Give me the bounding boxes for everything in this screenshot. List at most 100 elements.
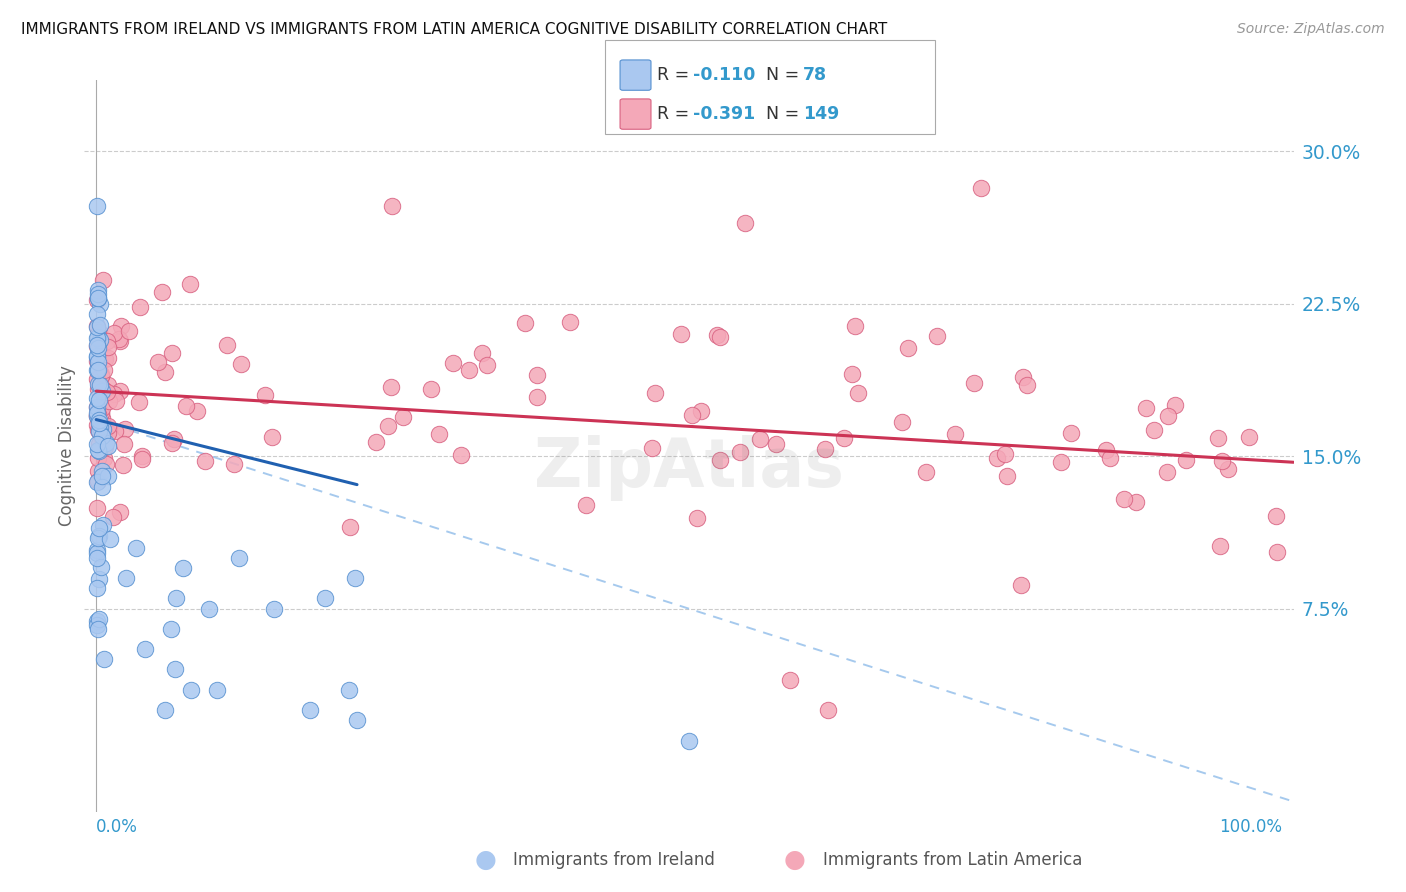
Point (749, 432, 772, 446)
Point (134, 642, 156, 657)
Point (1163, 398, 1185, 412)
Point (841, 367, 863, 381)
Point (1098, 450, 1121, 465)
Point (1175, 452, 1198, 467)
Text: ●: ● (474, 848, 496, 871)
Point (89, 318, 111, 332)
Point (1017, 378, 1039, 392)
Point (558, 315, 581, 329)
Point (108, 384, 131, 398)
Point (87, 444, 110, 458)
Point (128, 395, 150, 409)
Point (441, 356, 464, 370)
Point (86, 442, 108, 457)
Point (427, 427, 450, 442)
Point (1135, 401, 1157, 416)
Point (97, 351, 120, 365)
Point (943, 426, 966, 441)
Point (89, 297, 111, 311)
Point (87, 393, 110, 408)
Point (89, 521, 111, 535)
Point (87, 330, 110, 344)
Point (217, 338, 239, 352)
Point (686, 511, 709, 525)
Point (86, 400, 108, 414)
Point (118, 324, 141, 338)
Point (86, 581, 108, 595)
Point (86, 338, 108, 352)
Point (172, 561, 194, 575)
Point (575, 498, 598, 512)
Point (98, 532, 121, 546)
Point (87, 379, 110, 393)
Point (97, 425, 120, 440)
Point (86, 283, 108, 297)
Point (87, 529, 110, 543)
Point (87, 531, 110, 545)
Point (87, 572, 110, 586)
Point (986, 451, 1008, 466)
Point (450, 448, 472, 462)
Text: -0.110: -0.110 (693, 66, 755, 84)
Point (86, 292, 108, 306)
Point (671, 326, 693, 341)
Point (89, 378, 111, 392)
Point (103, 326, 125, 340)
Point (89, 333, 111, 347)
Point (1143, 424, 1166, 438)
Point (314, 591, 336, 606)
Point (125, 541, 148, 555)
Point (87, 622, 110, 636)
Point (87, 291, 110, 305)
Point (779, 673, 801, 687)
Point (90, 406, 112, 420)
Text: Immigrants from Ireland: Immigrants from Ireland (513, 851, 716, 869)
Point (87, 417, 110, 431)
Point (86, 341, 108, 355)
Text: N =: N = (755, 66, 804, 84)
Text: 78: 78 (803, 66, 827, 84)
Point (193, 454, 215, 468)
Point (155, 703, 177, 717)
Point (97, 340, 120, 354)
Point (174, 399, 197, 413)
Point (298, 703, 321, 717)
Point (91, 384, 114, 398)
Point (86, 614, 108, 628)
Point (380, 380, 402, 394)
Point (346, 714, 368, 728)
Point (914, 465, 936, 479)
Point (970, 181, 993, 195)
Point (1211, 454, 1233, 468)
Text: IMMIGRANTS FROM IRELAND VS IMMIGRANTS FROM LATIN AMERICA COGNITIVE DISABILITY CO: IMMIGRANTS FROM IRELAND VS IMMIGRANTS FR… (21, 22, 887, 37)
Point (526, 368, 548, 382)
Point (91, 382, 114, 396)
Point (86, 408, 108, 422)
Point (87, 474, 110, 488)
Point (1156, 465, 1178, 479)
Point (89, 436, 111, 450)
Point (87, 287, 110, 301)
Point (337, 682, 360, 697)
Point (93, 426, 115, 441)
Point (87, 424, 110, 438)
Point (1011, 577, 1033, 591)
Point (228, 550, 250, 565)
Point (96, 419, 118, 434)
Point (515, 316, 537, 330)
Point (87, 612, 110, 626)
Point (94, 457, 117, 471)
Point (97, 378, 120, 392)
Point (681, 409, 703, 423)
Point (344, 571, 367, 585)
Point (1265, 544, 1288, 558)
Y-axis label: Cognitive Disability: Cognitive Disability (58, 366, 76, 526)
Point (89, 413, 111, 427)
Point (179, 277, 201, 291)
Point (458, 362, 481, 376)
Point (90, 560, 112, 574)
Point (86, 418, 108, 433)
Point (150, 285, 173, 300)
Point (1156, 409, 1178, 423)
Point (86, 293, 108, 308)
